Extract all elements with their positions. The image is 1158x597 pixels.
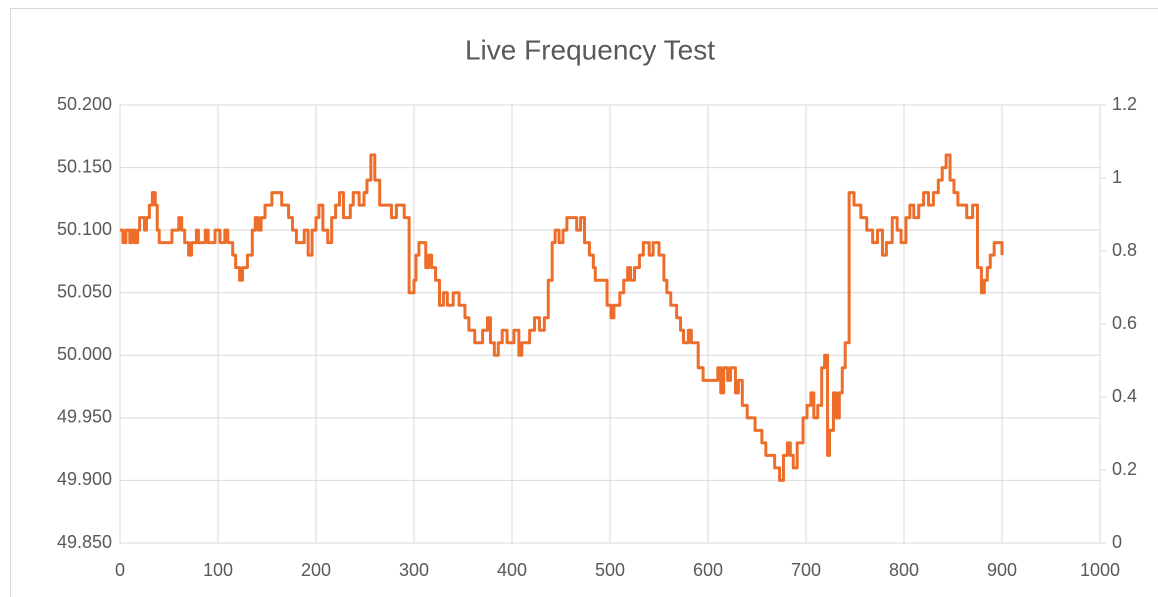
y-tick-label: 49.900 <box>57 469 112 489</box>
y-tick-label: 50.200 <box>57 94 112 114</box>
x-tick-label: 700 <box>791 560 821 580</box>
y2-tick-label: 0.4 <box>1112 386 1137 406</box>
y2-tick-label: 0 <box>1112 532 1122 552</box>
y-tick-label: 49.950 <box>57 407 112 427</box>
x-tick-label: 400 <box>497 560 527 580</box>
x-tick-label: 300 <box>399 560 429 580</box>
y-tick-label: 50.050 <box>57 281 112 301</box>
y2-tick-label: 1.2 <box>1112 94 1137 114</box>
x-tick-label: 800 <box>889 560 919 580</box>
y2-tick-label: 0.8 <box>1112 240 1137 260</box>
y2-tick-label: 0.6 <box>1112 313 1137 333</box>
x-tick-label: 1000 <box>1080 560 1120 580</box>
x-tick-label: 500 <box>595 560 625 580</box>
x-tick-label: 600 <box>693 560 723 580</box>
x-tick-label: 100 <box>203 560 233 580</box>
y-tick-label: 50.100 <box>57 219 112 239</box>
y-tick-label: 49.850 <box>57 532 112 552</box>
x-tick-label: 0 <box>115 560 125 580</box>
y-tick-label: 50.150 <box>57 156 112 176</box>
chart-frame <box>10 8 1158 597</box>
line-series <box>120 153 1004 482</box>
chart-title: Live Frequency Test <box>465 34 715 65</box>
y2-tick-label: 1 <box>1112 167 1122 187</box>
y-tick-label: 50.000 <box>57 344 112 364</box>
y2-tick-label: 0.2 <box>1112 459 1137 479</box>
x-tick-label: 200 <box>301 560 331 580</box>
x-tick-label: 900 <box>987 560 1017 580</box>
